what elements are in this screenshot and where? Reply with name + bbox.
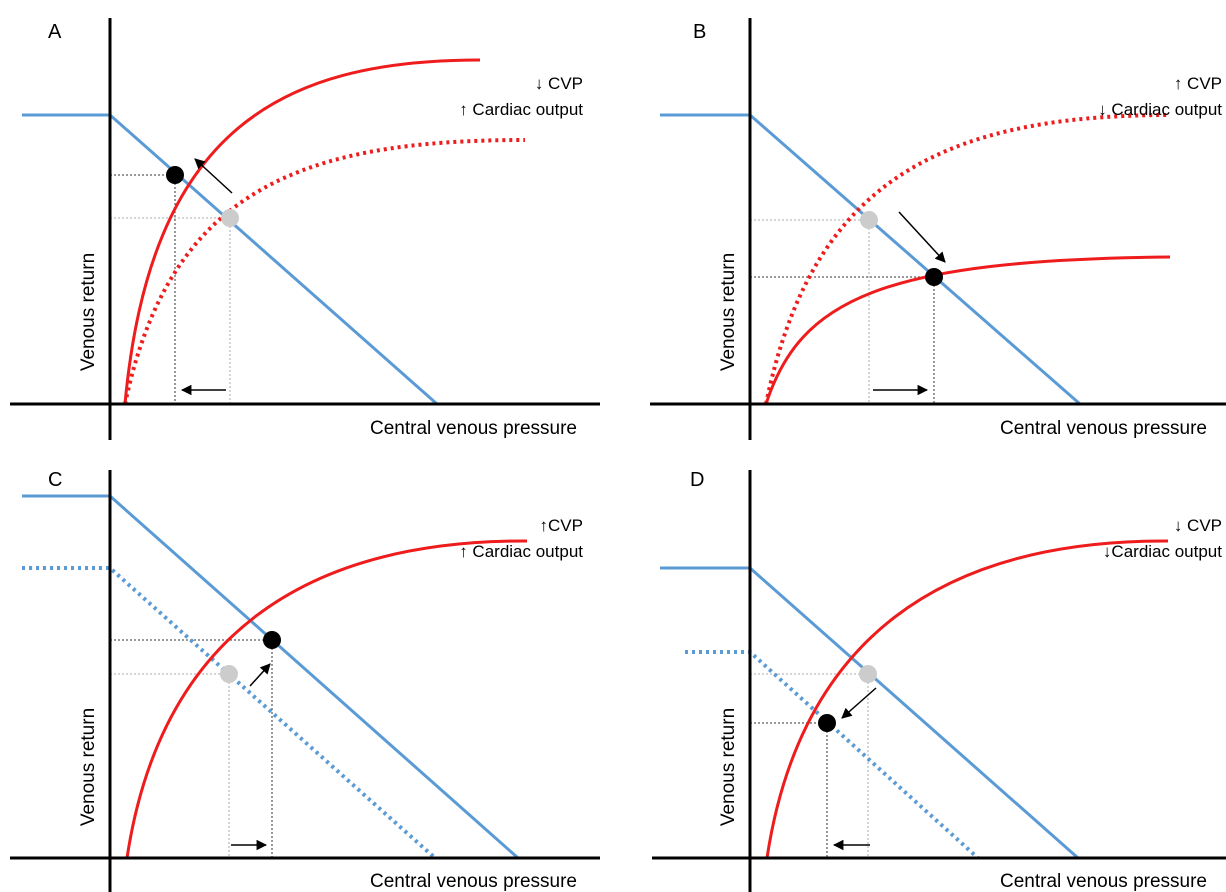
old-equilibrium-point bbox=[220, 665, 238, 683]
old-equilibrium-point bbox=[860, 211, 878, 229]
new-equilibrium-point bbox=[925, 268, 943, 286]
guide-lines bbox=[750, 219, 935, 404]
cardiac-function-curve bbox=[125, 539, 528, 859]
panel-c: C Central venous pressure Venous return … bbox=[10, 469, 600, 892]
cardiac-function-curve-new bbox=[123, 58, 481, 405]
y-axis-title: Venous return bbox=[78, 708, 99, 826]
x-axis-title: Central venous pressure bbox=[1000, 871, 1207, 892]
new-equilibrium-point bbox=[818, 714, 836, 732]
old-equilibrium-point bbox=[221, 209, 239, 227]
cardiac-output-note: ↓ Cardiac output bbox=[1098, 100, 1222, 119]
y-axis-title: Venous return bbox=[718, 253, 739, 371]
cvp-note: ↑CVP bbox=[540, 516, 583, 535]
y-axis-title: Venous return bbox=[718, 708, 739, 826]
shift-arrow bbox=[194, 158, 233, 194]
shift-arrow bbox=[249, 663, 271, 687]
old-equilibrium-point bbox=[859, 665, 877, 683]
shift-arrow bbox=[841, 687, 877, 719]
panel-b: B Central venous pressure Venous return … bbox=[650, 18, 1226, 440]
cvp-note: ↑ CVP bbox=[1174, 74, 1222, 93]
cardiac-function-curve-new bbox=[764, 255, 1171, 405]
y-axis-title: Venous return bbox=[78, 253, 99, 371]
cardiac-output-note: ↓Cardiac output bbox=[1103, 542, 1222, 561]
x-axis-title: Central venous pressure bbox=[1000, 418, 1207, 439]
guide-lines bbox=[750, 673, 869, 858]
cardiac-output-note: ↑ Cardiac output bbox=[459, 542, 583, 561]
cvp-note: ↓ CVP bbox=[535, 74, 583, 93]
x-axis-title: Central venous pressure bbox=[370, 871, 577, 892]
shift-arrow bbox=[898, 211, 946, 263]
cvp-note: ↓ CVP bbox=[1174, 516, 1222, 535]
panel-label: C bbox=[48, 469, 62, 491]
new-equilibrium-point bbox=[166, 166, 184, 184]
panel-label: B bbox=[693, 21, 706, 43]
new-equilibrium-point bbox=[263, 631, 281, 649]
panel-d: D Central venous pressure Venous return … bbox=[652, 469, 1226, 892]
panel-label: A bbox=[48, 21, 62, 43]
cardiac-function-curve-original bbox=[764, 113, 1171, 405]
venous-return-curve-original bbox=[22, 566, 437, 860]
cardiac-output-note: ↑ Cardiac output bbox=[459, 100, 583, 119]
panel-label: D bbox=[690, 469, 704, 491]
x-axis-title: Central venous pressure bbox=[370, 418, 577, 439]
panel-a: A Central venous pressure Venous return … bbox=[10, 18, 600, 440]
cardiac-function-curve bbox=[765, 539, 1169, 859]
